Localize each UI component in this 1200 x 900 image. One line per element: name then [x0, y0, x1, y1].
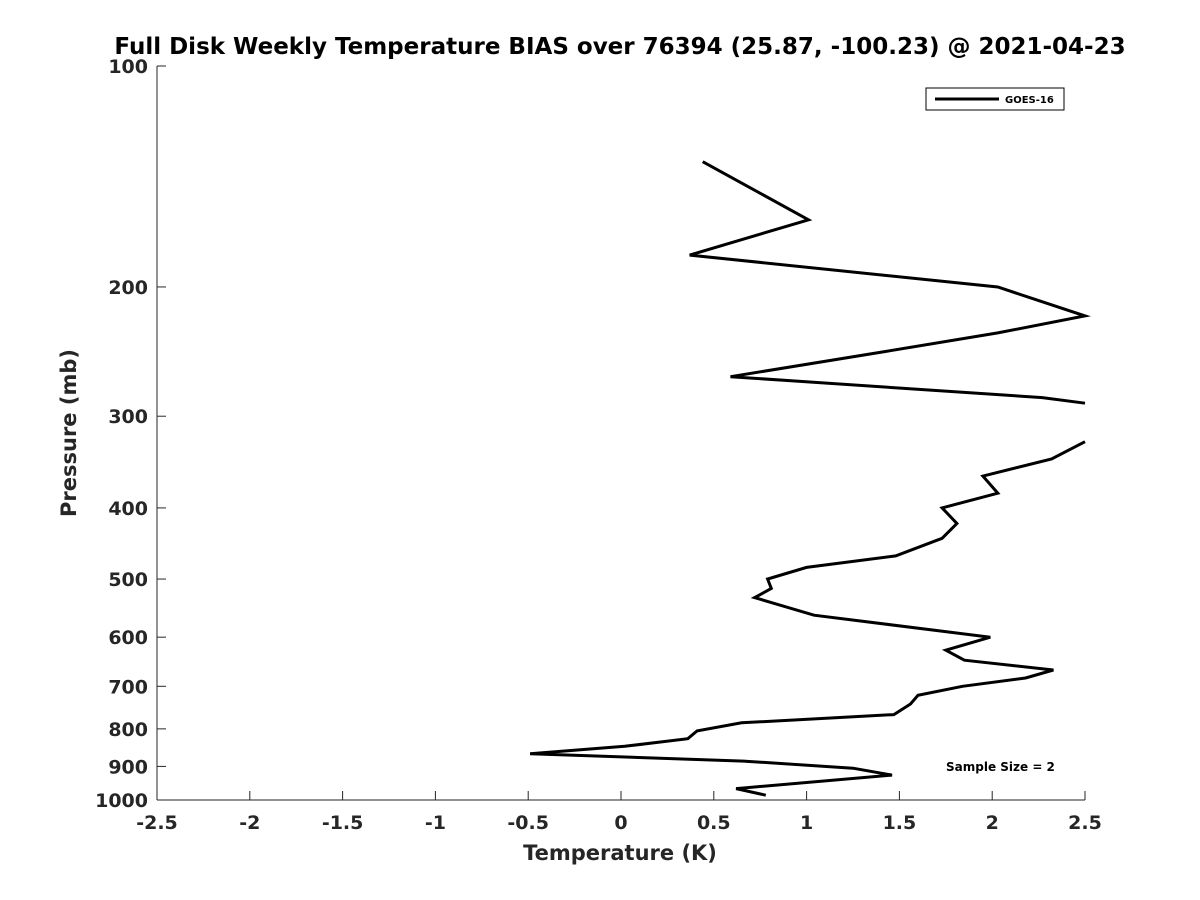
y-tick-label: 300: [108, 406, 148, 428]
x-tick-label: -0.5: [507, 812, 549, 834]
x-axis-ticks: -2.5 -2 -1.5 -1 -0.5 0 0.5 1 1.5 2 2.5: [136, 791, 1102, 834]
x-tick-label: 1.5: [883, 812, 917, 834]
y-tick-label: 1000: [95, 790, 148, 812]
x-tick-label: 0.5: [697, 812, 731, 834]
x-tick-label: -1.5: [322, 812, 364, 834]
x-axis-label: Temperature (K): [523, 841, 717, 865]
y-axis-ticks: 100 200 300 400 500 600 700 800 900 1000: [95, 56, 166, 812]
y-tick-label: 500: [108, 569, 148, 591]
x-tick-label: 2: [986, 812, 999, 834]
series-line-goes-16-segment-1: [689, 160, 1091, 405]
y-tick-label: 200: [108, 277, 148, 299]
y-tick-label: 800: [108, 719, 148, 741]
x-tick-label: -2: [239, 812, 260, 834]
x-tick-label: 2.5: [1068, 812, 1102, 834]
sample-size-annotation: Sample Size = 2: [946, 760, 1055, 774]
x-tick-label: 1: [800, 812, 813, 834]
chart-title: Full Disk Weekly Temperature BIAS over 7…: [114, 34, 1125, 60]
y-tick-label: 100: [108, 56, 148, 78]
y-tick-label: 600: [108, 627, 148, 649]
y-tick-label: 400: [108, 498, 148, 520]
x-tick-label: -2.5: [136, 812, 178, 834]
legend: GOES-16: [925, 87, 1065, 111]
y-tick-label: 900: [108, 756, 148, 778]
y-axis-label: Pressure (mb): [57, 349, 81, 517]
x-tick-label: 0: [614, 812, 627, 834]
series-layer: [529, 160, 1091, 797]
series-line-goes-16-segment-2: [529, 440, 1086, 797]
y-tick-label: 700: [108, 676, 148, 698]
x-tick-label: -1: [425, 812, 446, 834]
legend-label-goes-16: GOES-16: [1005, 95, 1054, 106]
